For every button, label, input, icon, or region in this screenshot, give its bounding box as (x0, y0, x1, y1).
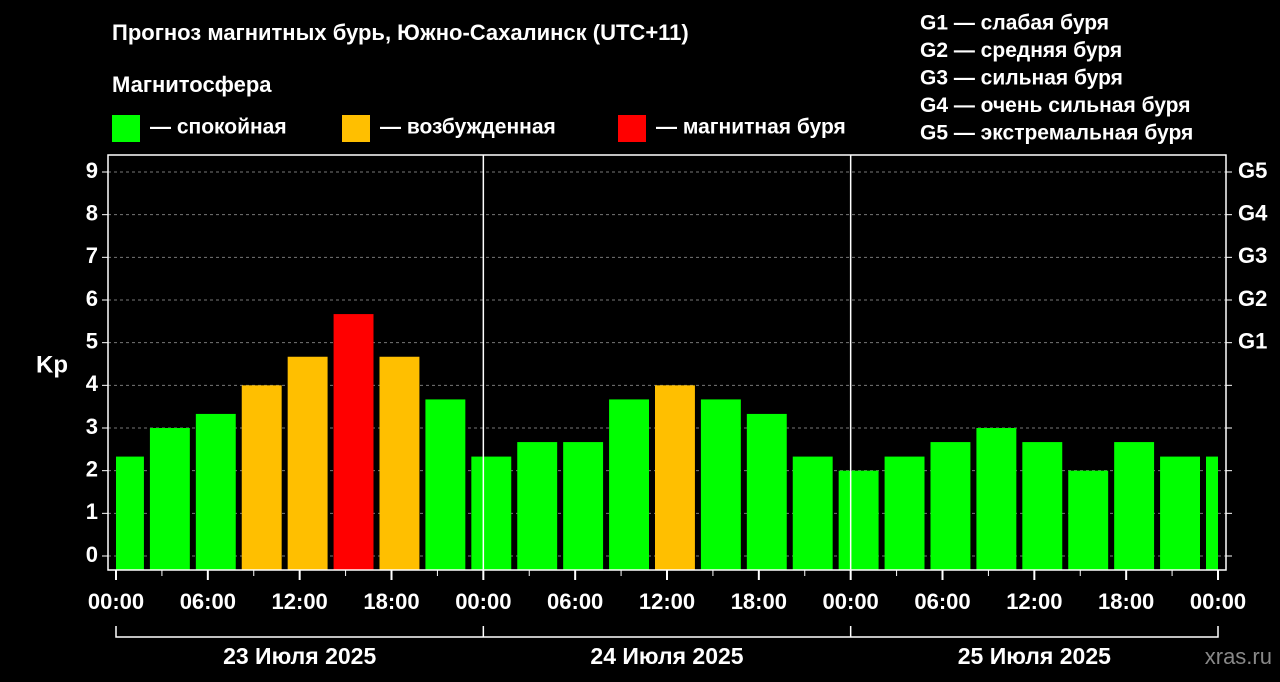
y-axis-label: Kp (36, 351, 68, 378)
bar (609, 399, 649, 570)
bar (379, 356, 420, 570)
bar (1206, 456, 1218, 570)
x-tick-label: 06:00 (547, 589, 603, 614)
x-tick-label: 18:00 (363, 589, 419, 614)
bar (1114, 442, 1155, 570)
x-tick-label: 06:00 (180, 589, 236, 614)
x-tick-label: 18:00 (1098, 589, 1154, 614)
storm-level: G2 — средняя буря (920, 39, 1122, 62)
legend-label: — спокойная (150, 116, 287, 139)
bar (333, 314, 374, 570)
storm-level: G4 — очень сильная буря (920, 94, 1190, 117)
bar (517, 442, 558, 570)
bar (838, 470, 879, 570)
x-tick-label: 12:00 (1006, 589, 1062, 614)
bar (1068, 470, 1109, 570)
y-tick-label: 1 (86, 499, 98, 524)
bar (425, 399, 466, 570)
legend-label: — магнитная буря (656, 116, 846, 139)
y-tick-label: 8 (86, 200, 98, 225)
x-tick-label: 12:00 (272, 589, 328, 614)
storm-level: G5 — экстремальная буря (920, 122, 1193, 145)
y2-tick-label: G3 (1238, 243, 1267, 268)
y2-tick-label: G5 (1238, 158, 1267, 183)
bar (930, 442, 971, 570)
bar (884, 456, 925, 570)
y-tick-label: 5 (86, 328, 98, 353)
y-tick-label: 0 (86, 542, 98, 567)
legend-label: — возбужденная (380, 116, 556, 139)
bar (976, 428, 1017, 570)
bar (149, 428, 190, 570)
chart-title: Прогноз магнитных бурь, Южно-Сахалинск (… (112, 20, 689, 45)
x-tick-label: 06:00 (914, 589, 970, 614)
y2-tick-label: G1 (1238, 328, 1267, 353)
y-tick-label: 4 (86, 371, 99, 396)
y-tick-label: 3 (86, 414, 98, 439)
bar (195, 413, 236, 570)
bar (746, 413, 787, 570)
day-label: 24 Июля 2025 (590, 643, 743, 669)
x-tick-label: 12:00 (639, 589, 695, 614)
x-tick-label: 00:00 (455, 589, 511, 614)
legend-swatch (342, 115, 370, 142)
y-tick-label: 7 (86, 243, 98, 268)
x-tick-label: 18:00 (731, 589, 787, 614)
day-label: 25 Июля 2025 (958, 643, 1111, 669)
storm-level: G3 — сильная буря (920, 67, 1123, 90)
bar (287, 356, 328, 570)
bar (563, 442, 604, 570)
bar (116, 456, 144, 570)
bar (700, 399, 741, 570)
bar (471, 456, 512, 570)
day-bracket (115, 626, 1219, 638)
x-tick-label: 00:00 (823, 589, 879, 614)
bar (241, 385, 282, 570)
bar (1160, 456, 1200, 570)
y-tick-label: 6 (86, 286, 98, 311)
legend-title: Магнитосфера (112, 72, 272, 97)
bar (1022, 442, 1063, 570)
x-tick-label: 00:00 (88, 589, 144, 614)
y-tick-label: 2 (86, 456, 98, 481)
legend-swatch (112, 115, 140, 142)
x-tick-label: 00:00 (1190, 589, 1246, 614)
storm-level: G1 — слабая буря (920, 12, 1109, 35)
watermark: xras.ru (1205, 644, 1272, 669)
bar (655, 385, 695, 570)
y2-tick-label: G4 (1238, 200, 1268, 225)
bar (792, 456, 833, 570)
legend-swatch (618, 115, 646, 142)
y-tick-label: 9 (86, 158, 98, 183)
day-label: 23 Июля 2025 (223, 643, 376, 669)
y2-tick-label: G2 (1238, 286, 1267, 311)
